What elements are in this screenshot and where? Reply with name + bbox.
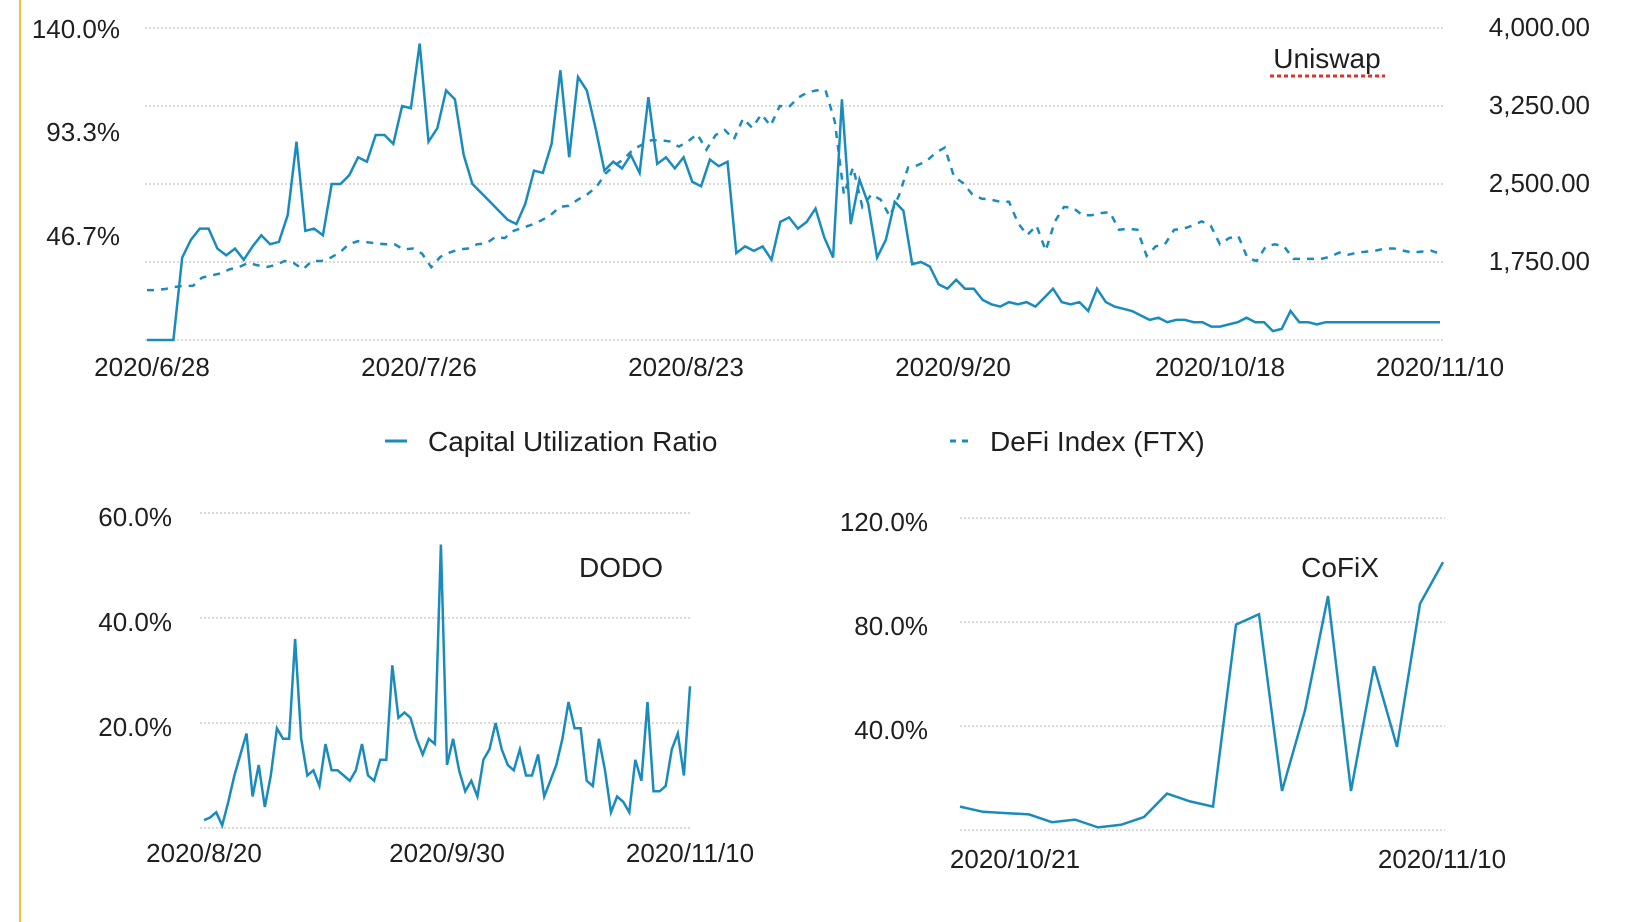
x-tick-label: 2020/9/30 bbox=[389, 838, 505, 868]
legend-label-defi-index: DeFi Index (FTX) bbox=[990, 426, 1205, 457]
uniswap-gridlines bbox=[145, 27, 1445, 341]
legend: Capital Utilization Ratio DeFi Index (FT… bbox=[385, 426, 1205, 457]
y-right-tick-label: 1,750.00 bbox=[1489, 246, 1590, 276]
cofix-panel-title: CoFiX bbox=[1301, 552, 1379, 583]
cofix-utilization-series-line bbox=[959, 561, 1445, 829]
y-tick-label: 40.0% bbox=[98, 607, 172, 637]
y-left-tick-label: 93.3% bbox=[46, 117, 120, 147]
x-tick-label: 2020/11/10 bbox=[1376, 352, 1504, 382]
dodo-panel-title: DODO bbox=[579, 552, 663, 583]
left-accent-rule bbox=[19, 0, 21, 922]
dodo-panel: 60.0% 40.0% 20.0% 2020/8/20 2020/9/30 20… bbox=[98, 502, 754, 868]
capital-utilization-series-line bbox=[147, 43, 1440, 342]
uniswap-panel: 140.0% 93.3% 46.7% 4,000.00 3,250.00 2,5… bbox=[32, 12, 1590, 382]
y-right-tick-label: 2,500.00 bbox=[1489, 168, 1590, 198]
x-tick-label: 2020/10/21 bbox=[950, 844, 1080, 874]
cofix-panel: 120.0% 80.0% 40.0% 2020/10/21 2020/11/10… bbox=[840, 507, 1506, 874]
dodo-utilization-series-line bbox=[203, 544, 692, 830]
y-left-tick-label: 140.0% bbox=[32, 14, 120, 44]
x-tick-label: 2020/8/23 bbox=[628, 352, 744, 382]
x-tick-label: 2020/6/28 bbox=[94, 352, 210, 382]
y-tick-label: 80.0% bbox=[854, 611, 928, 641]
y-tick-label: 120.0% bbox=[840, 507, 928, 537]
x-tick-label: 2020/9/20 bbox=[895, 352, 1011, 382]
x-tick-label: 2020/10/18 bbox=[1155, 352, 1285, 382]
x-tick-label: 2020/7/26 bbox=[361, 352, 477, 382]
x-tick-label: 2020/11/10 bbox=[626, 838, 754, 868]
y-right-tick-label: 4,000.00 bbox=[1489, 12, 1590, 42]
x-tick-label: 2020/8/20 bbox=[146, 838, 262, 868]
y-right-tick-label: 3,250.00 bbox=[1489, 90, 1590, 120]
y-left-tick-label: 46.7% bbox=[46, 221, 120, 251]
y-tick-label: 40.0% bbox=[854, 715, 928, 745]
legend-label-utilization: Capital Utilization Ratio bbox=[428, 426, 717, 457]
x-tick-label: 2020/11/10 bbox=[1378, 844, 1506, 874]
uniswap-panel-title: Uniswap bbox=[1273, 43, 1380, 74]
defi-index-series-line bbox=[147, 89, 1441, 292]
y-tick-label: 60.0% bbox=[98, 502, 172, 532]
y-tick-label: 20.0% bbox=[98, 712, 172, 742]
